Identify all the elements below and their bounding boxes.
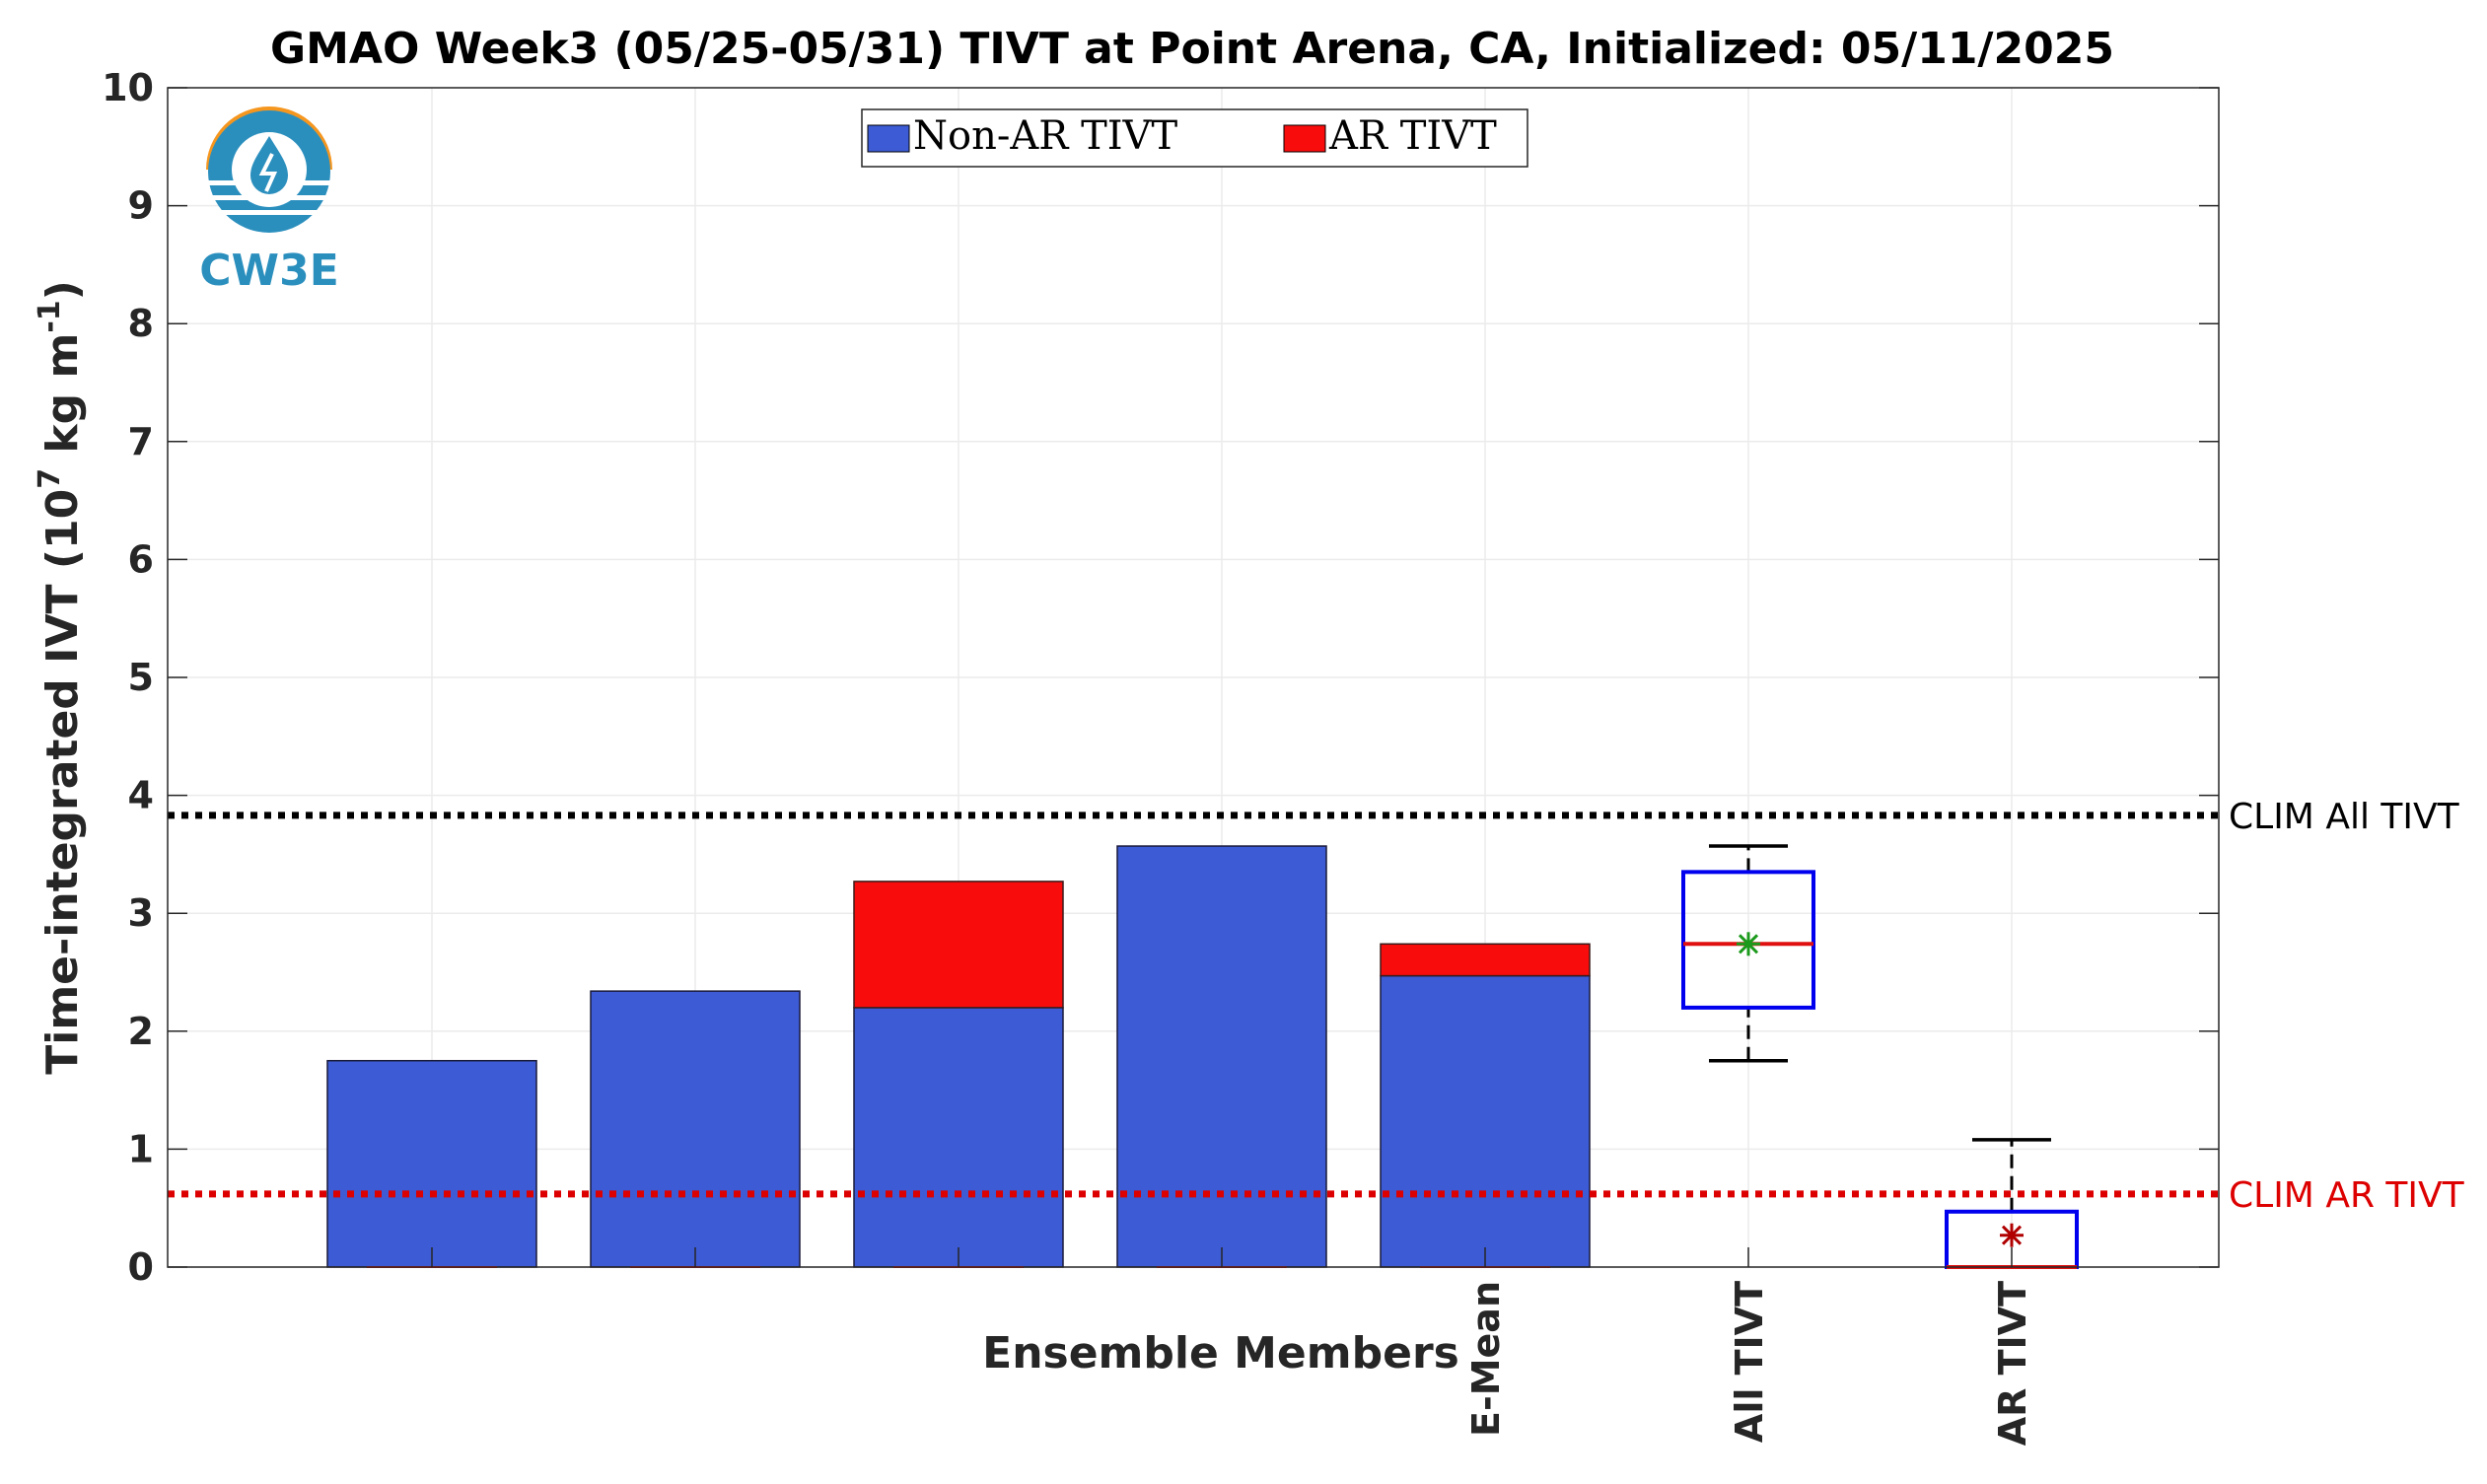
y-axis-label-close: ) [37,280,88,300]
box-mean-marker-0 [1737,932,1760,956]
box-mean-stroke-0-3 [1738,934,1759,954]
reference-label-0: CLIM All TIVT [2229,797,2460,837]
box-mean-marker-1 [2000,1223,2024,1247]
bar-non-ar-2 [853,1007,1064,1268]
bars [326,845,1591,1268]
y-axis-label-exponent: 7 [33,468,67,489]
x-axis-ticks: E-Mean All TIVT AR TIVT [431,1247,2034,1446]
ytick-label-4: 4 [128,774,154,817]
ytick-label-8: 8 [128,302,154,345]
logo-wave-3 [206,210,332,215]
reference-lines: CLIM All TIVT CLIM AR TIVT [168,797,2465,1216]
reference-label-1: CLIM AR TIVT [2229,1175,2465,1216]
ytick-label-9: 9 [128,184,154,228]
logo-text: CW3E [199,246,339,296]
ytick-label-3: 3 [128,891,154,935]
y-axis-label-unit-exponent: -1 [33,300,67,332]
y-axis-ticks: 0 1 2 3 4 5 6 7 8 9 10 [102,66,2219,1289]
box-mean-stroke-1-3 [2001,1225,2023,1245]
bar-non-ar-0 [326,1059,537,1268]
xtick-label-6: AR TIVT [1991,1281,2034,1446]
y-axis-label-unit: kg m [37,333,88,468]
legend: Non-AR TIVT AR TIVT [861,108,1528,168]
ytick-label-2: 2 [128,1010,154,1053]
legend-box [861,108,1528,168]
bar-ar-2 [853,881,1064,1009]
y-axis-label: Time-integrated IVT (107 kg m-1) [33,280,88,1075]
ytick-label-7: 7 [128,420,154,463]
legend-label-non-ar: Non-AR TIVT [913,113,1177,159]
x-axis-label: Ensemble Members [982,1328,1459,1378]
ytick-label-0: 0 [128,1245,154,1289]
lightning-bolt-icon [258,153,278,192]
ytick-label-6: 6 [128,537,154,581]
bar-non-ar-3 [1116,845,1327,1268]
bar-non-ar-4 [1380,974,1591,1268]
boxplots [1681,844,2079,1269]
legend-label-ar: AR TIVT [1328,113,1497,159]
water-drop-icon [250,136,288,194]
cw3e-logo: CW3E [199,106,339,296]
xtick-label-4: E-Mean [1464,1281,1508,1437]
bar-ar-4 [1380,943,1591,977]
box-iqr-0 [1681,870,1815,1010]
bar-non-ar-1 [590,990,801,1268]
y-axis-label-main: Time-integrated IVT (10 [37,489,88,1075]
legend-swatch-non-ar [867,124,910,153]
ytick-label-1: 1 [128,1127,154,1170]
xtick-label-5: All TIVT [1728,1281,1771,1443]
legend-swatch-ar [1283,124,1326,153]
chart-title: GMAO Week3 (05/25-05/31) TIVT at Point A… [270,24,2114,74]
ytick-label-5: 5 [128,656,154,699]
ytick-label-10: 10 [102,66,154,109]
